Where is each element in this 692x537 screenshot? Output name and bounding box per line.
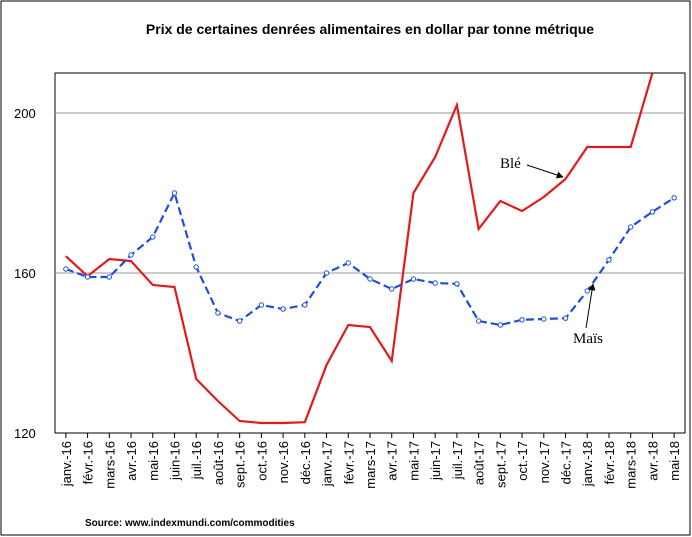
annotation-arrow [585,283,596,329]
x-tick-label: sept.-17 [493,441,508,488]
x-tick-label: janv.-18 [580,441,595,487]
x-tick-label: oct.-17 [515,441,530,481]
plot-layer [63,73,677,425]
point [497,322,504,328]
point [454,281,460,287]
series-line [65,189,675,327]
x-tick-label: déc.-16 [298,441,313,484]
x-tick-label: août-16 [211,441,226,485]
y-tick-label: 120 [14,426,36,441]
point [519,317,525,323]
x-tick-label: mars-17 [363,441,378,489]
legend-label: Blé [500,156,521,172]
legend-label: Maïs [573,331,603,347]
x-tick-label: nov.-16 [276,441,291,483]
point [627,224,634,230]
x-tick-label: oct.-16 [254,441,269,481]
point [584,288,590,294]
x-tick-label: janv.-17 [320,441,335,487]
x-tick-label: juil.-17 [450,441,465,480]
point [84,274,91,280]
x-tick-label: juil.-16 [189,441,204,480]
point [345,260,351,266]
x-tick-label: sept.-16 [233,441,248,488]
point [128,252,134,258]
point [323,270,330,276]
point [63,266,69,272]
x-tick-label: juin-17 [428,441,443,481]
x-tick-label: avr.-16 [124,441,139,481]
x-tick-label: mars-16 [102,441,117,489]
point [432,280,438,286]
point [367,276,373,282]
x-tick-label: mai-18 [667,441,682,481]
y-tick-label: 200 [14,106,36,121]
x-tick-label: janv.-16 [59,441,74,487]
source: Source: www.indexmundi.com/commodities [85,518,295,529]
point [106,274,113,280]
point [389,286,395,292]
x-tick-label: nov.-17 [537,441,552,483]
x-tick-label: mai-16 [146,441,161,481]
point [280,306,286,312]
point [475,318,482,324]
point [193,264,199,270]
x-tick-label: mars-18 [624,441,639,489]
y-tick-label: 160 [14,266,36,281]
point [236,318,243,324]
point [302,302,308,308]
point [171,190,178,196]
x-tick-label: juin-16 [167,441,182,481]
point [258,302,265,308]
x-tick-label: déc.-17 [559,441,574,484]
point [649,209,656,215]
point [410,276,417,282]
x-tick-label: avr.-18 [645,441,660,481]
x-tick-label: févr.-17 [341,441,356,484]
x-tick-label: févr.-16 [81,441,96,484]
x-tick-label: mai-17 [406,441,421,481]
point [671,195,677,201]
chart-title: Prix de certaines denrées alimentaires e… [146,21,594,37]
point [606,257,612,263]
series-line [65,73,654,425]
point [215,310,221,316]
point [150,234,156,240]
x-tick-label: avr.-17 [385,441,400,481]
point [541,316,547,322]
annotation-arrow [526,164,564,179]
x-tick-label: févr.-18 [602,441,617,484]
point [562,315,569,321]
x-tick-label: août-17 [472,441,487,485]
